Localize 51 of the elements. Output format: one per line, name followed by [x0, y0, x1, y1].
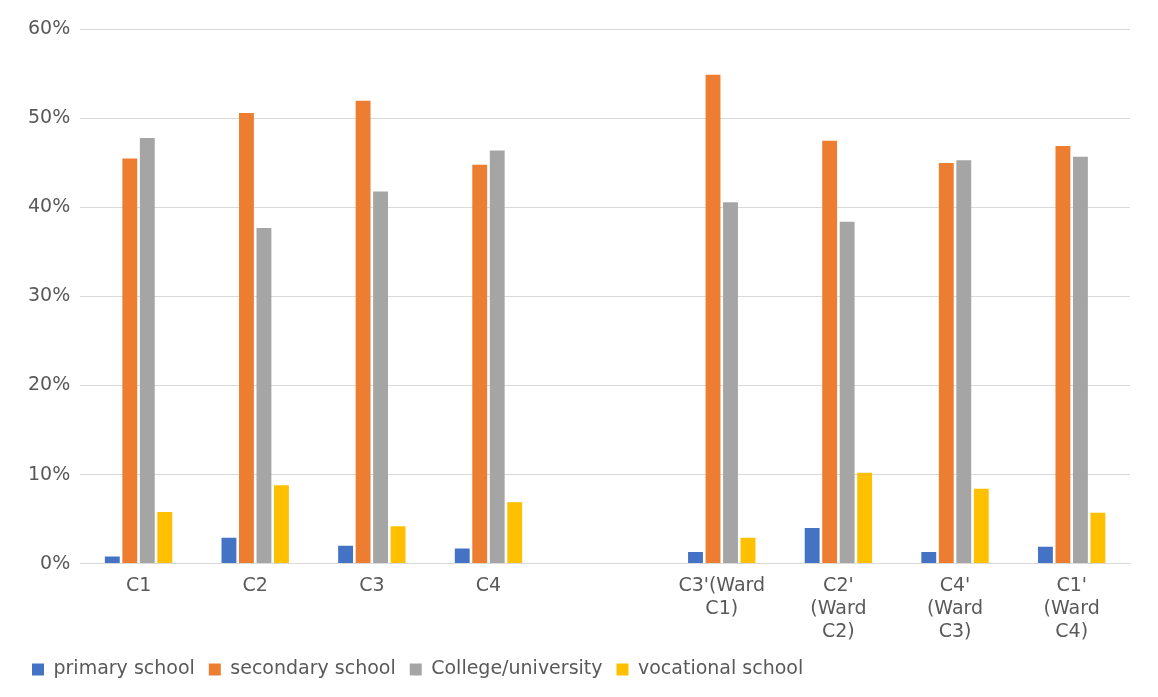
y-tick-label: 60%	[28, 16, 71, 39]
bar	[921, 552, 937, 564]
bar	[1090, 512, 1106, 564]
bar	[274, 485, 289, 564]
bar	[938, 162, 954, 564]
legend-label: College/university	[431, 656, 603, 679]
bar	[956, 160, 972, 564]
bar	[804, 527, 820, 564]
bar	[338, 545, 354, 564]
bar	[139, 138, 155, 564]
x-tick-label: C1' (Ward C4)	[1043, 572, 1100, 641]
bar	[157, 511, 173, 564]
bar	[104, 556, 120, 564]
y-tick-label: 0%	[40, 550, 71, 573]
x-tick-label: C2' (Ward C2)	[810, 572, 867, 641]
bar	[355, 100, 371, 564]
legend-label: vocational school	[638, 656, 804, 679]
legend-label: primary school	[53, 656, 195, 679]
x-tick-label: C4	[475, 572, 502, 595]
bar	[472, 164, 488, 564]
x-tick-label: C4' (Ward C3)	[926, 572, 984, 641]
bar	[973, 488, 989, 564]
bar	[507, 502, 523, 564]
legend-label: secondary school	[230, 656, 396, 679]
bar	[239, 113, 254, 564]
bar	[373, 191, 389, 564]
x-tick-label: C3	[359, 572, 385, 595]
bar	[122, 158, 138, 564]
bar	[454, 548, 470, 564]
bar	[390, 526, 406, 564]
y-tick-label: 40%	[28, 194, 71, 217]
bar	[723, 202, 738, 564]
y-tick-label: 30%	[28, 283, 71, 306]
bar	[1072, 156, 1088, 564]
bar	[1038, 546, 1053, 564]
bar	[857, 472, 873, 564]
x-tick-label: C2	[242, 572, 268, 595]
bar	[740, 537, 756, 564]
bar	[256, 227, 272, 564]
bar	[489, 150, 505, 564]
x-tick-label: C1	[125, 572, 152, 595]
bar	[822, 140, 838, 564]
bar	[221, 537, 237, 564]
bar	[839, 221, 855, 564]
y-tick-label: 10%	[28, 461, 71, 484]
bar	[705, 74, 721, 564]
y-tick-label: 20%	[28, 372, 71, 395]
x-tick-label: C3'(Ward C1)	[678, 572, 766, 618]
y-tick-label: 50%	[28, 105, 71, 128]
bar	[1055, 146, 1071, 564]
bar	[688, 552, 703, 564]
